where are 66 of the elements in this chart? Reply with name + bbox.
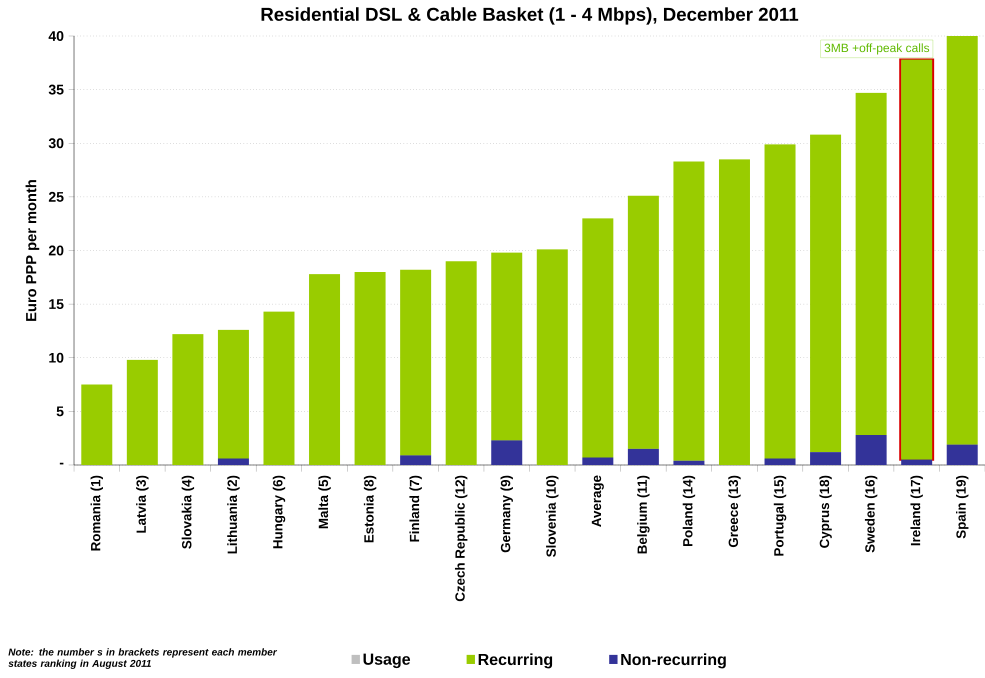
bar xyxy=(400,455,432,465)
bar xyxy=(354,272,386,465)
bar xyxy=(764,144,796,459)
y-tick-label: 30 xyxy=(48,138,64,148)
y-tick-label: 20 xyxy=(48,246,64,256)
x-tick-label: Cyprus (18) xyxy=(819,476,832,548)
x-tick-label: Greece (13) xyxy=(728,476,741,548)
x-tick-label: Portugal (15) xyxy=(774,476,786,556)
bar xyxy=(446,261,477,465)
bar xyxy=(764,458,796,465)
bar xyxy=(856,92,887,435)
bar xyxy=(218,458,249,465)
chart-title: Residential DSL & Cable Basket (1 - 4 Mbps), December 2011 xyxy=(262,7,798,25)
bar xyxy=(628,448,659,465)
x-tick-label: Spain (19) xyxy=(956,476,968,538)
x-tick-label: Estonia (8) xyxy=(364,476,376,542)
x-tick-label: Average xyxy=(592,475,604,527)
x-tick-label: Latvia (3) xyxy=(136,476,149,533)
y-tick-label: 5 xyxy=(56,406,64,416)
bar xyxy=(856,434,887,465)
y-tick-label: 10 xyxy=(49,352,64,363)
bar xyxy=(946,444,978,465)
x-tick-label: Ireland (17) xyxy=(910,476,923,546)
bar xyxy=(400,270,432,456)
x-tick-label: Malta (5) xyxy=(318,476,331,528)
x-tick-label: Lithuania (2) xyxy=(227,476,240,554)
bar xyxy=(172,334,204,465)
bar xyxy=(946,36,978,445)
bar xyxy=(218,330,249,459)
bar xyxy=(810,134,842,452)
legend-label: Recurring xyxy=(478,653,552,668)
y-axis-title: Euro PPP per month xyxy=(26,180,40,321)
text: Note: the number s in brackets represent each member states ranking in August 2011 xyxy=(8,648,278,669)
annotation: 3MB +off-peak calls xyxy=(824,43,930,55)
x-tick-label: Sweden (16) xyxy=(864,476,878,552)
x-tick-label: Hungary (6) xyxy=(272,476,286,548)
x-tick-label: Romania (1) xyxy=(90,476,103,550)
x-tick-label: Czech Republic (12) xyxy=(454,476,468,602)
bar xyxy=(536,249,568,465)
bar xyxy=(673,161,704,461)
x-tick-label: Belgium (11) xyxy=(637,476,650,554)
bar xyxy=(718,159,750,465)
bar xyxy=(582,218,614,458)
x-tick-label: Finland (7) xyxy=(409,476,422,542)
legend-label: Non-recurring xyxy=(621,653,726,668)
bar xyxy=(81,384,112,465)
bar xyxy=(263,312,294,465)
y-tick-label: 35 xyxy=(48,84,64,95)
bar xyxy=(673,460,704,465)
y-tick-label: 25 xyxy=(48,192,64,202)
bar xyxy=(901,460,932,465)
bar xyxy=(491,252,522,440)
x-tick-label: Poland (14) xyxy=(682,476,696,546)
y-tick-label: - xyxy=(60,462,64,464)
y-tick-label: 40 xyxy=(48,31,64,41)
bar xyxy=(810,452,842,465)
bar xyxy=(309,274,340,465)
x-tick-label: Slovakia (4) xyxy=(182,476,194,549)
legend-label: Usage xyxy=(364,654,410,668)
bar xyxy=(628,196,659,449)
y-tick-label: 15 xyxy=(49,299,64,310)
x-tick-label: Slovenia (10) xyxy=(546,476,558,557)
bar xyxy=(582,457,614,465)
bar xyxy=(126,360,158,465)
bar xyxy=(491,440,522,465)
x-tick-label: Germany (9) xyxy=(500,476,513,552)
